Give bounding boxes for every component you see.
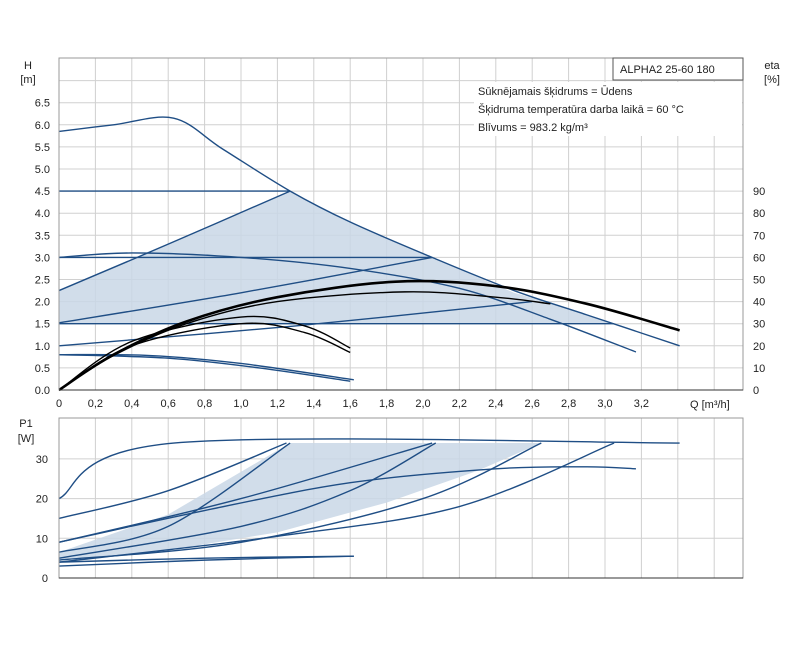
qh-series-eta-i: [58, 315, 351, 391]
qh-series-speed-iii: [58, 252, 637, 353]
y2-tick-label: 50: [753, 275, 765, 287]
x-tick-label: 0,8: [197, 398, 212, 410]
y2-tick-label: 30: [753, 319, 765, 331]
y2-tick-label: 60: [753, 252, 765, 264]
p1-series-p-f: [58, 442, 615, 563]
y2-tick-label: 0: [753, 385, 759, 397]
y-tick-label: 3.5: [35, 230, 50, 242]
y-tick-label: 4.5: [35, 186, 50, 198]
y-axis-label: H: [24, 60, 32, 72]
title-box: [612, 57, 744, 81]
y2-tick-label: 90: [753, 186, 765, 198]
y2-axis-label: eta: [764, 60, 780, 72]
p1-series-p-b: [58, 442, 291, 553]
p1-axis-unit: [W]: [18, 433, 35, 445]
x-tick-label: 1,2: [270, 398, 285, 410]
y2-tick-label: 20: [753, 341, 765, 353]
p1-series-max: [58, 438, 680, 500]
y-tick-label: 3.0: [35, 252, 50, 264]
x-tick-label: 3,2: [634, 398, 649, 410]
y-tick-label: 2.5: [35, 275, 50, 287]
y-tick-label: 6.5: [35, 98, 50, 110]
qh-series-eta-ii: [58, 291, 551, 391]
x-tick-label: 1,4: [306, 398, 321, 410]
x-tick-label: 2,2: [452, 398, 467, 410]
p1-series-p-d: [58, 442, 437, 559]
p1-tick-label: 20: [36, 494, 48, 506]
x-tick-label: 2,4: [488, 398, 503, 410]
y2-axis-unit: [%]: [764, 74, 780, 86]
y2-tick-label: 70: [753, 230, 765, 242]
qh-series-max-curve: [58, 116, 680, 347]
y2-tick-label: 10: [753, 363, 765, 375]
qh-series-pp1: [58, 300, 533, 347]
y-tick-label: 5.0: [35, 164, 50, 176]
annotation-temperature: Šķidruma temperatūra darba laikā = 60 °C: [478, 103, 684, 116]
annotation-density: Blīvums = 983.2 kg/m³: [478, 122, 588, 134]
p1-tick-label: 10: [36, 533, 48, 545]
chart-title: ALPHA2 25-60 180: [620, 64, 715, 76]
qh-series-pp2: [58, 256, 433, 324]
y-tick-label: 4.0: [35, 208, 50, 220]
p1-series-p-a: [58, 442, 287, 520]
y2-tick-label: 40: [753, 297, 765, 309]
p1-tick-label: 0: [42, 573, 48, 585]
annotation-fluid: Sūknējamais šķidrums = Ūdens: [478, 86, 633, 98]
x-tick-label: 1,8: [379, 398, 394, 410]
x-tick-label: 0: [56, 398, 62, 410]
y-tick-label: 0.0: [35, 385, 50, 397]
x-tick-label: 0,2: [88, 398, 103, 410]
x-tick-label: 0,4: [124, 398, 139, 410]
autoadapt-area-bottom: [59, 443, 542, 561]
y-tick-label: 5.5: [35, 142, 50, 154]
x-tick-label: 3,0: [597, 398, 612, 410]
y-tick-label: 6.0: [35, 120, 50, 132]
qh-series-pp3: [58, 190, 291, 292]
annotation-bg: [474, 82, 742, 136]
x-tick-label: 1,0: [233, 398, 248, 410]
p1-axis-label: P1: [19, 418, 32, 430]
y-axis-unit: [m]: [20, 74, 35, 86]
qh-series-eta-i-b: [58, 322, 351, 391]
y-tick-label: 1.0: [35, 341, 50, 353]
x-tick-label: 2,0: [415, 398, 430, 410]
x-tick-label: 2,6: [525, 398, 540, 410]
x-axis-label: Q [m³/h]: [690, 399, 730, 411]
y-tick-label: 1.5: [35, 319, 50, 331]
p1-tick-label: 30: [36, 454, 48, 466]
p1-series-speed-i-b: [58, 555, 354, 567]
y-tick-label: 2.0: [35, 297, 50, 309]
grid-bottom: [59, 418, 743, 578]
p1-series-speed-iii: [58, 466, 636, 543]
x-tick-label: 1,6: [343, 398, 358, 410]
y2-tick-label: 80: [753, 208, 765, 220]
x-tick-label: 2,8: [561, 398, 576, 410]
x-tick-label: 0,6: [161, 398, 176, 410]
qh-series-speed-i: [58, 353, 354, 381]
y-tick-label: 0.5: [35, 363, 50, 375]
